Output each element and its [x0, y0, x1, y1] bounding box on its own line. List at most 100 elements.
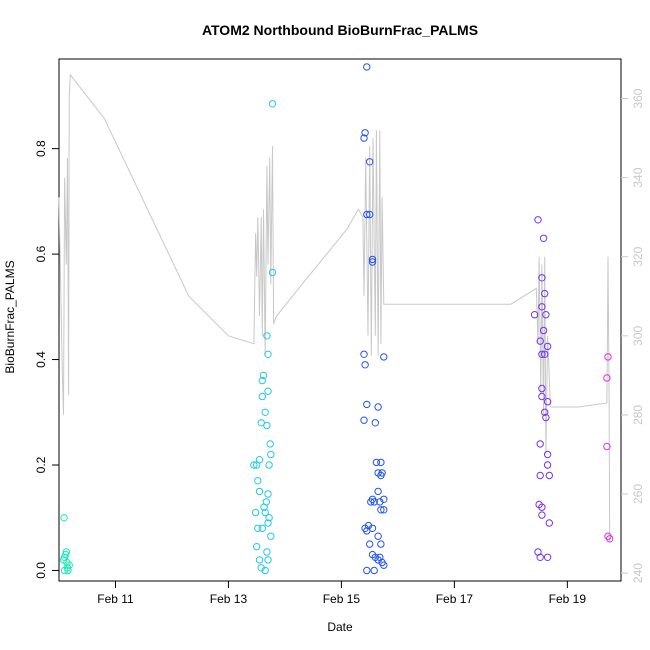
data-point — [261, 408, 269, 416]
y2-tick-label: 320 — [631, 246, 645, 266]
data-point — [363, 210, 371, 219]
data-point — [262, 498, 270, 506]
data-point — [255, 456, 264, 464]
data-point — [360, 134, 368, 142]
data-point — [267, 450, 275, 459]
data-point — [363, 400, 371, 409]
data-point — [543, 461, 552, 469]
data-point — [64, 566, 72, 575]
data-point — [606, 535, 614, 543]
data-point — [543, 342, 552, 351]
data-point — [264, 519, 272, 527]
data-point — [543, 398, 552, 406]
data-point — [377, 506, 385, 514]
points-layer — [59, 63, 614, 575]
data-point — [268, 100, 277, 108]
data-point — [603, 442, 611, 451]
data-point — [371, 419, 379, 427]
data-point — [367, 498, 375, 506]
y2-axis: 240 260 280 300 320 340 360 — [621, 88, 645, 583]
data-point — [539, 326, 548, 335]
data-point — [264, 490, 272, 498]
data-point — [370, 498, 378, 506]
data-point — [541, 350, 549, 358]
data-point — [62, 548, 71, 556]
data-point — [377, 540, 385, 548]
secondary-series-line — [58, 73, 611, 542]
data-point — [541, 408, 549, 416]
data-point — [380, 506, 388, 514]
x-tick-label: Feb 15 — [323, 592, 361, 606]
data-point — [266, 440, 274, 448]
data-point — [60, 514, 68, 522]
x-axis-label: Date — [327, 620, 353, 634]
y-tick-label: 0.0 — [34, 562, 48, 579]
series-2 — [360, 63, 388, 575]
data-point — [538, 511, 546, 519]
data-point — [538, 384, 546, 393]
data-point — [536, 440, 544, 448]
data-point — [538, 274, 546, 282]
y-axis-label: BioBurnFrac_PALMS — [3, 260, 17, 373]
data-point — [538, 503, 546, 511]
data-point — [63, 564, 72, 572]
data-point — [368, 255, 377, 264]
data-point — [374, 487, 382, 496]
data-point — [530, 311, 539, 319]
series-0 — [59, 514, 73, 575]
data-point — [370, 566, 378, 575]
data-point — [259, 371, 268, 380]
series-1 — [250, 100, 277, 575]
data-point — [539, 234, 548, 243]
y-tick-label: 0.8 — [34, 140, 48, 157]
data-point — [545, 471, 553, 480]
data-point — [374, 556, 382, 564]
data-point — [542, 311, 550, 319]
data-point — [536, 337, 544, 345]
data-point — [264, 350, 272, 358]
y2-tick-label: 360 — [631, 88, 645, 108]
data-point — [543, 450, 552, 459]
data-point — [536, 471, 544, 480]
data-point — [255, 487, 264, 496]
data-point — [376, 498, 384, 506]
data-point — [258, 376, 266, 385]
data-point — [380, 353, 388, 361]
data-point — [536, 553, 544, 561]
data-point — [366, 540, 374, 548]
data-point — [377, 458, 385, 467]
data-point — [378, 469, 386, 477]
y2-tick-label: 300 — [631, 325, 645, 345]
data-point — [265, 461, 273, 469]
y2-tick-label: 260 — [631, 484, 645, 504]
data-point — [380, 495, 388, 503]
data-point — [374, 469, 382, 477]
data-point — [261, 508, 269, 517]
data-point — [368, 258, 377, 266]
data-point — [261, 566, 269, 575]
y2-tick-label: 240 — [631, 563, 645, 583]
data-point — [263, 548, 271, 556]
data-point — [263, 332, 271, 340]
data-point — [543, 553, 552, 561]
data-point — [258, 524, 266, 532]
chart-title: ATOM2 Northbound BioBurnFrac_PALMS — [202, 22, 478, 38]
series-3 — [530, 216, 553, 561]
data-point — [251, 508, 260, 517]
data-point — [254, 477, 262, 485]
data-point — [360, 350, 368, 358]
data-point — [361, 361, 369, 369]
data-point — [541, 289, 549, 298]
y2-tick-label: 340 — [631, 167, 645, 187]
data-point — [60, 553, 69, 561]
data-point — [545, 519, 553, 527]
data-point — [254, 524, 262, 532]
data-point — [265, 514, 273, 522]
y-tick-label: 0.2 — [34, 456, 48, 473]
data-point — [255, 556, 264, 564]
data-point — [264, 556, 272, 564]
data-point — [538, 350, 546, 358]
y-tick-label: 0.6 — [34, 245, 48, 262]
data-point — [361, 129, 369, 137]
